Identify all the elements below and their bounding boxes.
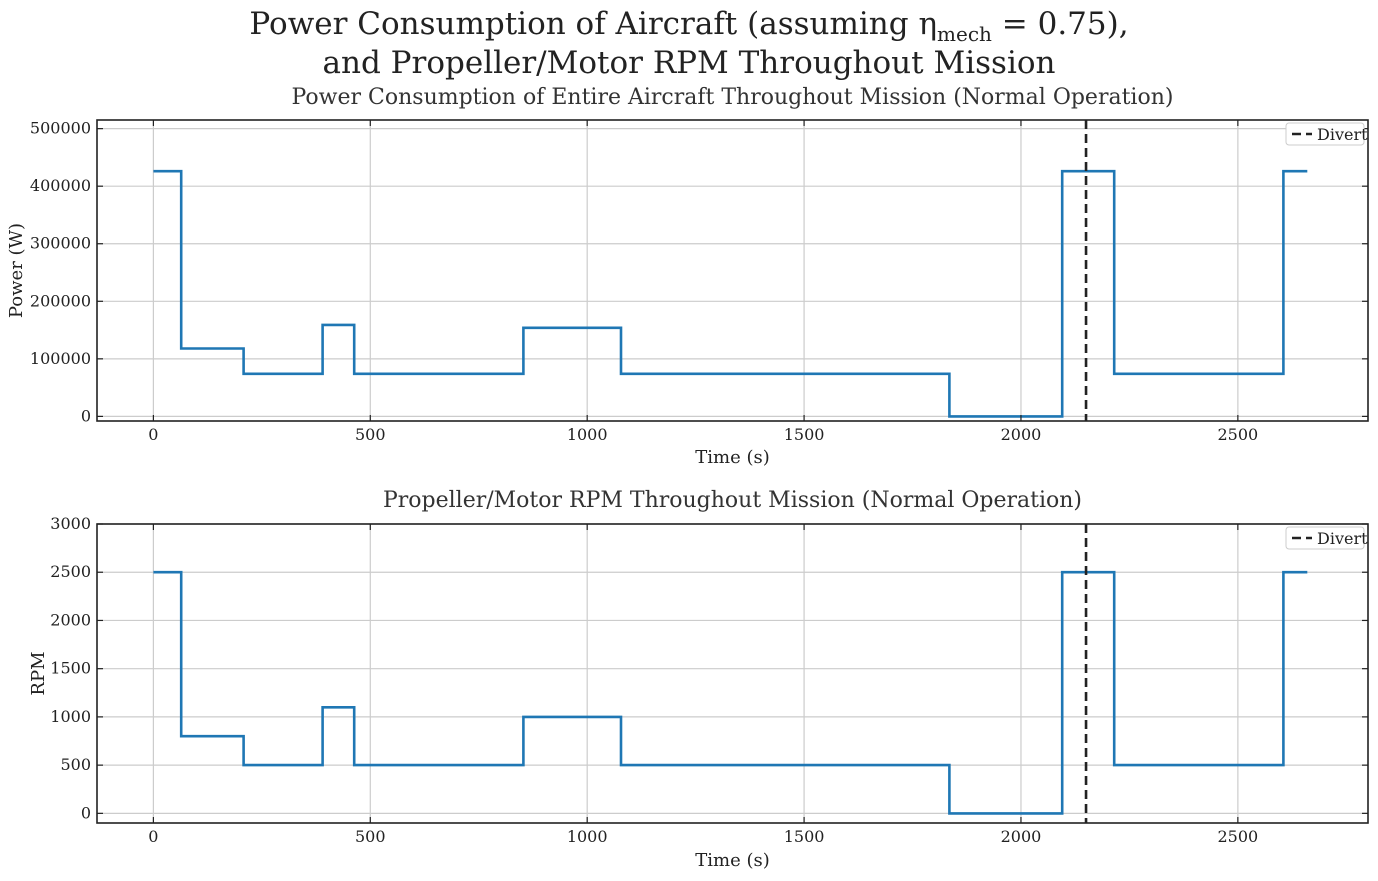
- legend-box: [1285, 122, 1365, 146]
- y-tick-label: 1500: [50, 659, 91, 678]
- series-line: [153, 570, 1308, 815]
- x-axis-label: Time (s): [695, 447, 770, 468]
- legend-divert-label: Divert: [1317, 529, 1368, 548]
- figure-title-line-1: Power Consumption of Aircraft (assuming …: [249, 6, 1129, 47]
- y-tick-label: 2500: [50, 562, 91, 581]
- chart-panel-1: 0 500 1000 1500 2000 2500 0 100000 200000 300000 4…: [6, 85, 1369, 468]
- x-tick-label: 1500: [784, 827, 825, 846]
- y-tick-label: 500: [60, 755, 91, 774]
- y-tick-label: 3000: [50, 514, 91, 533]
- y-tick-label: 2000: [50, 610, 91, 629]
- figure-title-subscript: mech: [937, 22, 992, 47]
- y-tick-label: 500000: [30, 119, 91, 138]
- y-axis-label: RPM: [28, 651, 49, 695]
- x-tick-label: 2500: [1218, 425, 1259, 444]
- legend: Divert: [1285, 526, 1368, 550]
- x-tick-label: 1500: [784, 425, 825, 444]
- x-tick-label: 2000: [1001, 827, 1042, 846]
- y-tick-label: 0: [81, 803, 91, 822]
- legend-box: [1285, 526, 1365, 550]
- series-line: [153, 169, 1308, 418]
- y-tick-label: 100000: [30, 349, 91, 368]
- y-tick-label: 300000: [30, 234, 91, 253]
- plot-frame: [96, 119, 1369, 422]
- x-tick-label: 0: [148, 827, 158, 846]
- y-tick-label: 400000: [30, 176, 91, 195]
- figure-title-line-2: and Propeller/Motor RPM Throughout Missi…: [322, 45, 1056, 81]
- x-tick-label: 500: [355, 827, 386, 846]
- x-tick-label: 1000: [567, 425, 608, 444]
- x-tick-label: 2000: [1001, 425, 1042, 444]
- x-axis-label: Time (s): [695, 850, 770, 871]
- x-tick-label: 0: [148, 425, 158, 444]
- chart-panel-2: 0 500 1000 1500 2000 2500 0 500 1000 1500 2000 2500…: [28, 488, 1369, 871]
- x-tick-label: 1000: [567, 827, 608, 846]
- plot-frame: [96, 523, 1369, 824]
- y-tick-label: 200000: [30, 291, 91, 310]
- chart-title: Propeller/Motor RPM Throughout Mission (…: [383, 488, 1082, 513]
- legend: Divert: [1285, 122, 1368, 146]
- y-axis-label: Power (W): [6, 223, 27, 318]
- x-tick-label: 2500: [1218, 827, 1259, 846]
- x-tick-label: 500: [355, 425, 386, 444]
- y-tick-label: 1000: [50, 707, 91, 726]
- chart-title: Power Consumption of Entire Aircraft Thr…: [292, 85, 1174, 110]
- y-tick-label: 0: [81, 406, 91, 425]
- legend-divert-label: Divert: [1317, 125, 1368, 144]
